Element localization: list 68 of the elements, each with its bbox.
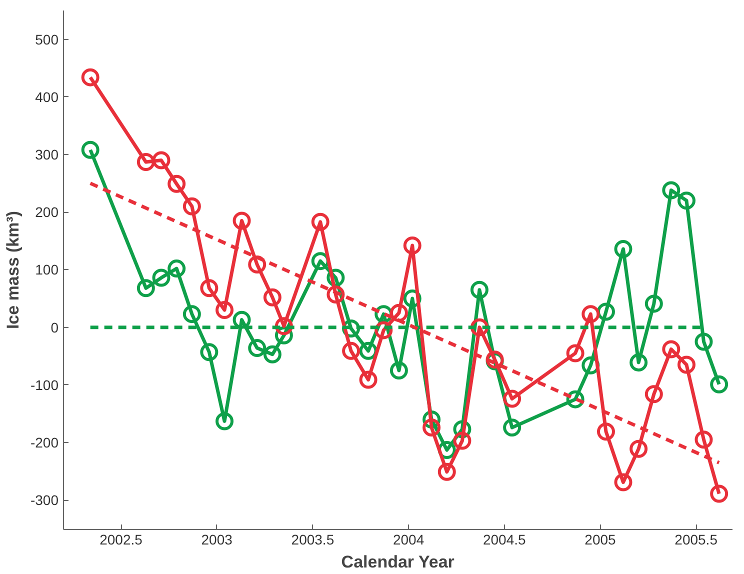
point: [136, 279, 155, 298]
point: [390, 304, 408, 322]
point: [644, 294, 663, 313]
point: [216, 412, 234, 430]
point: [503, 390, 522, 408]
point: [630, 353, 648, 372]
point: [662, 340, 680, 358]
y-tick-label: -100: [30, 376, 59, 393]
point: [152, 268, 170, 287]
point: [326, 285, 345, 304]
point: [694, 430, 713, 449]
x-tick-label: 2002.5: [100, 532, 143, 548]
y-tick-label: 100: [35, 262, 59, 278]
point: [644, 385, 663, 404]
x-tick-label: 2004: [392, 532, 424, 548]
point: [182, 305, 201, 324]
y-tick-label: 300: [35, 146, 59, 163]
point: [422, 418, 441, 437]
point: [136, 153, 155, 171]
point: [81, 140, 100, 159]
y-tick-label: -300: [30, 492, 59, 508]
point: [232, 310, 251, 329]
point: [168, 174, 186, 193]
point: [403, 236, 422, 255]
point: [614, 240, 632, 258]
point: [470, 280, 488, 299]
point: [263, 288, 282, 306]
point: [359, 370, 378, 389]
point: [263, 345, 282, 364]
x-tick-label: 2005.5: [674, 532, 718, 548]
x-tick-label: 2003.5: [291, 532, 334, 548]
point: [566, 344, 584, 362]
x-axis-title: Calendar Year: [341, 552, 455, 572]
point: [503, 418, 522, 437]
y-tick-label: 0: [50, 319, 59, 336]
y-tick-label: 200: [35, 204, 59, 220]
point: [248, 256, 266, 274]
x-tick-label: 2005: [584, 532, 616, 548]
point: [710, 375, 728, 394]
point: [694, 332, 713, 351]
point: [662, 181, 680, 200]
point: [677, 356, 696, 374]
point: [248, 339, 266, 358]
point: [200, 279, 218, 298]
y-tick-label: -200: [30, 434, 59, 451]
point: [438, 462, 456, 481]
point: [630, 440, 648, 458]
point: [182, 197, 201, 216]
point: [710, 484, 728, 503]
point: [152, 151, 170, 170]
point: [168, 260, 186, 278]
point: [216, 301, 234, 320]
y-axis-title: Ice mass (km³): [3, 210, 22, 330]
y-tick-label: 500: [35, 31, 59, 48]
x-tick-label: 2004.5: [482, 532, 526, 548]
point: [81, 68, 100, 86]
point: [200, 343, 218, 362]
point: [677, 192, 696, 210]
point: [390, 362, 408, 380]
x-tick-label: 2003: [201, 532, 233, 548]
point: [596, 422, 615, 441]
point: [342, 342, 360, 360]
point: [311, 212, 330, 231]
point: [453, 432, 472, 450]
point: [582, 305, 600, 324]
y-tick-label: 400: [35, 88, 59, 105]
point: [232, 212, 251, 230]
point: [614, 473, 632, 492]
